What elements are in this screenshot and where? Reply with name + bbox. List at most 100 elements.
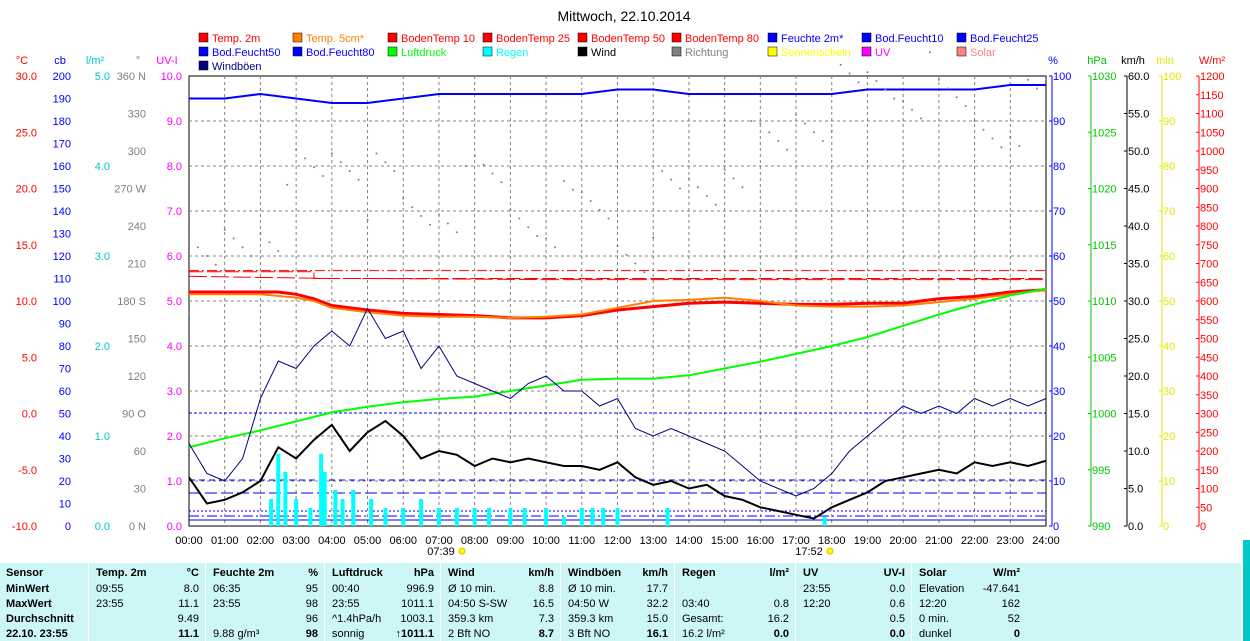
x-axis: 00:00 01:00 02:00 03:00 04:00 05:00 06:00 07:00… <box>175 535 1060 547</box>
column-separator <box>324 563 325 641</box>
rain-bar <box>401 508 406 526</box>
stats-cell-label: 3 Bft NO <box>568 628 611 640</box>
axis-tick-label: 1020 <box>1092 184 1116 196</box>
axis-tick-label: 50 <box>1200 502 1212 514</box>
legend-label: Solar <box>970 47 996 59</box>
stats-unit: km/h <box>528 567 554 579</box>
stats-header: Sensor <box>6 567 44 579</box>
wind-direction-point <box>455 231 458 234</box>
axis-tick-label: 4.0 <box>95 161 110 173</box>
stats-cell-value: 16.5 <box>532 598 554 610</box>
rain-bar <box>472 508 477 526</box>
axis-tick-label: 170 <box>53 139 71 151</box>
series-line <box>189 288 1047 320</box>
wind-direction-point <box>1045 77 1047 80</box>
wind-direction-point <box>893 97 896 100</box>
axis-tick-label: 100 <box>1200 484 1218 496</box>
wind-direction-point <box>536 235 539 237</box>
wind-direction-point <box>911 108 914 111</box>
wind-direction-point <box>348 170 351 172</box>
stats-unit: hPa <box>413 567 434 579</box>
wind-direction-point <box>768 131 771 134</box>
stats-header: UV <box>803 567 819 579</box>
stats-cell-label: Ø 10 min. <box>448 583 496 595</box>
wind-direction-point <box>634 262 637 265</box>
stats-cell-value: 7.3 <box>538 613 554 625</box>
stats-cell-label: 23:55 <box>332 598 360 610</box>
wind-direction-point <box>875 80 878 82</box>
wind-direction-point <box>330 152 333 155</box>
stats-cell-label: sonnig <box>332 628 365 640</box>
wind-direction-point <box>643 271 646 274</box>
axis-tick-label: 180 S <box>117 296 146 308</box>
legend-swatch <box>861 32 872 43</box>
x-tick-label: 02:00 <box>247 535 275 547</box>
rain-bar <box>579 508 584 526</box>
stats-cell-value: 0.5 <box>889 613 905 625</box>
legend-swatch <box>671 46 682 57</box>
wind-direction-point <box>616 245 619 247</box>
axis-tick-label: 30.0 <box>1128 296 1149 308</box>
stats-cell-label: ^1.4hPa/h <box>332 613 382 625</box>
axis-tick-label: 30 <box>1053 386 1065 398</box>
axis-unit-label: % <box>1048 55 1058 67</box>
stats-cell-label: 03:40 <box>682 598 710 610</box>
axis-unit-label: °C <box>16 55 28 67</box>
axis-tick-label: 300 <box>128 146 146 158</box>
legend-swatch <box>482 32 493 43</box>
legend-swatch <box>577 46 588 57</box>
axis-tick-label: 0 <box>1163 521 1169 533</box>
axis-unit-label: ° <box>136 55 140 67</box>
stats-unit: W/m² <box>993 567 1020 579</box>
axis-tick-label: 80 <box>1053 161 1065 173</box>
axis-tick-label: 300 <box>1200 409 1218 421</box>
stats-cell-value: 0.0 <box>773 628 789 640</box>
wind-direction-point <box>1018 145 1021 147</box>
stats-cell-value: 98 <box>305 628 318 640</box>
axis-tick-label: 600 <box>1200 296 1218 308</box>
wind-direction-point <box>928 51 931 54</box>
stats-cell-label: dunkel <box>919 628 952 640</box>
axis-unit-label: km/h <box>1121 55 1145 67</box>
wind-direction-point <box>955 96 958 99</box>
legend-label: BodenTemp 50 <box>591 33 665 45</box>
legend-label: Bod.Feucht80 <box>306 47 375 59</box>
rain-bar <box>322 472 327 526</box>
axis-tick-label: 750 <box>1200 240 1218 252</box>
wind-direction-point <box>1009 136 1012 139</box>
axis-tick-label: 800 <box>1200 221 1218 233</box>
wind-direction-point <box>482 163 485 166</box>
legend-label: Bod.Feucht10 <box>875 33 944 45</box>
legend-label: Luftdruck <box>401 47 447 59</box>
scrollbar[interactable] <box>1243 540 1250 641</box>
axis-unit-label: cb <box>54 55 66 67</box>
x-tick-label: 10:00 <box>532 535 560 547</box>
plot-grid <box>189 76 1046 526</box>
axis-tick-label: 0.0 <box>167 521 182 533</box>
legend-swatch <box>198 60 209 71</box>
x-tick-label: 08:00 <box>461 535 489 547</box>
stats-cell-value: 162 <box>1001 598 1020 610</box>
rain-bar <box>665 508 670 526</box>
legend-label: Bod.Feucht25 <box>970 33 1039 45</box>
axis-tick-label: 10.0 <box>161 71 182 83</box>
legend-label: BodenTemp 10 <box>401 33 475 45</box>
stats-cell-label: 09:55 <box>96 583 124 595</box>
wind-direction-point <box>304 157 307 160</box>
wind-direction-point <box>812 131 815 134</box>
axis-tick-label: 210 <box>128 259 146 271</box>
stats-cell-label: 23:55 <box>96 598 124 610</box>
axis-tick-label: 0 N <box>129 521 146 533</box>
legend-swatch <box>956 46 967 57</box>
stats-cell-label: 04:50 W <box>568 598 609 610</box>
axis-tick-label: 40 <box>59 431 71 443</box>
wind-direction-point <box>562 180 565 182</box>
axis-tick-label: 200 <box>53 71 71 83</box>
wind-direction-point <box>500 181 503 184</box>
stats-header: Feuchte 2m <box>213 567 275 579</box>
axis-tick-label: 240 <box>128 221 146 233</box>
legend-swatch <box>671 32 682 43</box>
axis-tick-label: 1000 <box>1092 409 1116 421</box>
axis-tick-label: 5.0 <box>167 296 182 308</box>
legend-swatch <box>292 32 303 43</box>
